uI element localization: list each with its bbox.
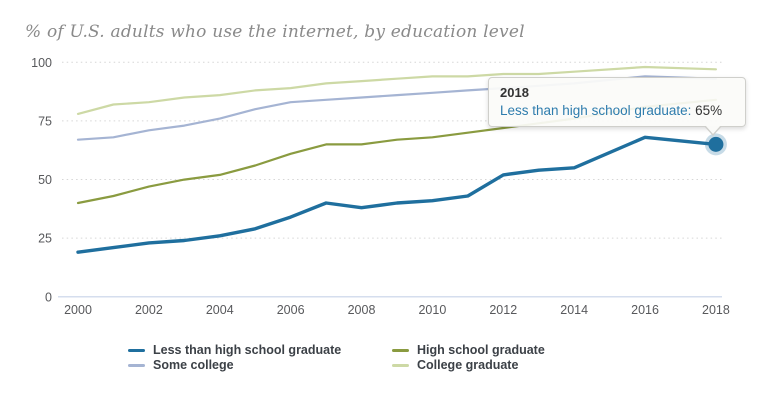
tooltip-series-label: Less than high school graduate: [500,103,692,118]
legend-swatch-icon [392,363,409,367]
legend-label: Some college [153,357,234,372]
x-tick-label: 2006 [277,303,305,317]
chart-title: % of U.S. adults who use the internet, b… [25,22,525,42]
legend-item-high-school-graduate[interactable]: High school graduate [392,343,545,358]
legend-swatch-icon [128,349,145,353]
tooltip: 2018 Less than high school graduate: 65% [488,77,746,136]
legend-label: Less than high school graduate [153,343,342,357]
series-line-less-than-high-school-graduate[interactable] [76,135,718,254]
x-tick-label: 2010 [418,303,446,317]
y-tick-label: 25 [38,232,52,246]
series-line-college-graduate[interactable] [76,65,718,116]
y-tick-label: 100 [31,56,52,70]
legend-label: High school graduate [417,343,545,357]
y-tick-label: 50 [38,173,52,187]
x-tick-label: 2000 [64,303,92,317]
x-tick-label: 2014 [560,303,588,317]
legend-label: College graduate [417,357,519,372]
x-tick-label: 2008 [348,303,376,317]
legend-item-college-graduate[interactable]: College graduate [392,357,545,373]
x-tick-label: 2018 [702,303,730,317]
x-tick-label: 2004 [206,303,234,317]
y-tick-label: 0 [45,290,52,304]
highlight-point[interactable] [708,136,724,152]
x-tick-label: 2002 [135,303,163,317]
tooltip-year: 2018 [500,85,529,100]
y-tick-label: 75 [38,114,52,128]
chart-legend: Less than high school graduate High schoo… [128,343,545,373]
legend-item-less-than-high-school-graduate[interactable]: Less than high school graduate [128,343,392,358]
legend-swatch-icon [128,363,145,367]
x-tick-label: 2012 [489,303,517,317]
legend-swatch-icon [392,349,409,353]
x-tick-label: 2016 [631,303,659,317]
tooltip-value: 65% [691,103,723,118]
tooltip-body: Less than high school graduate: 65% [500,103,734,118]
legend-item-some-college[interactable]: Some college [128,357,392,373]
